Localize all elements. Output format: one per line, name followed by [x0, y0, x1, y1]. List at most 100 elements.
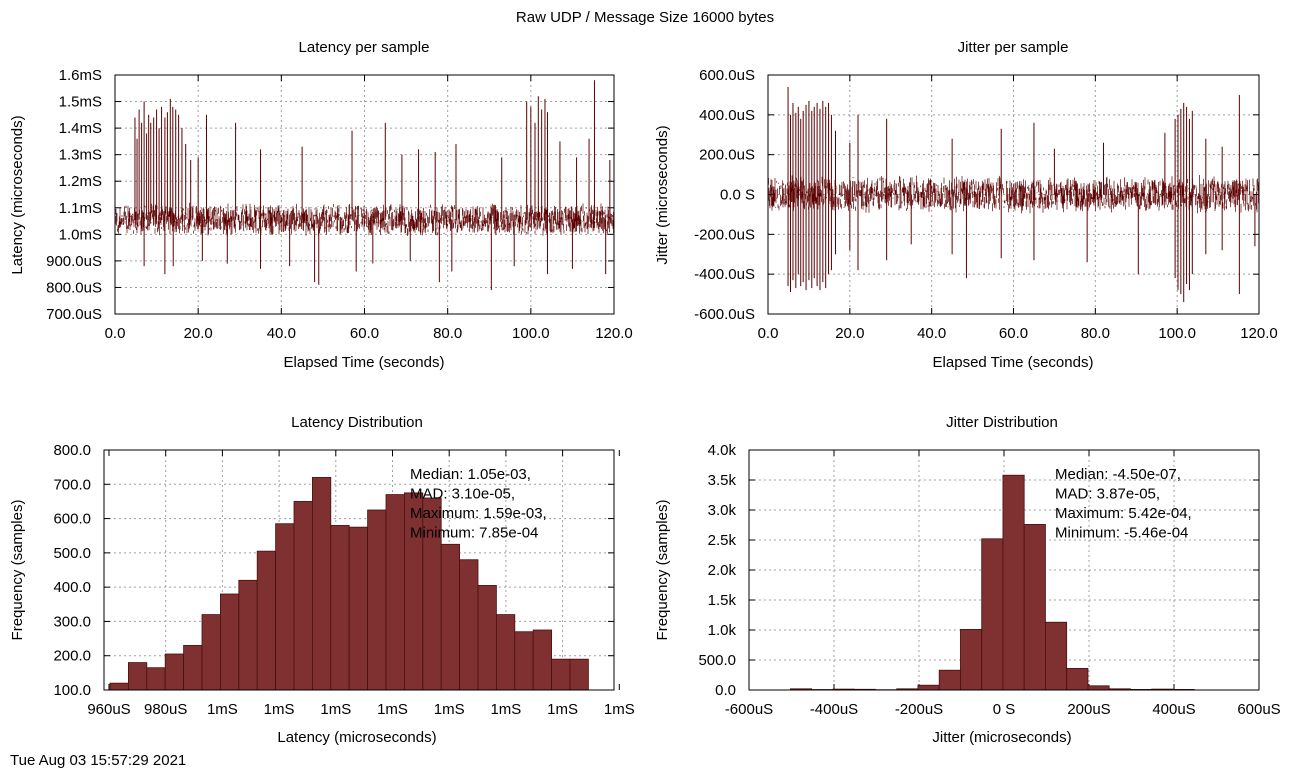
y-tick-label: 500.0: [53, 545, 91, 562]
x-tick-label: 120.0: [1240, 325, 1278, 342]
x-tick-label: 1mS: [547, 701, 578, 718]
histogram-bar: [164, 653, 184, 691]
histogram-bar: [1023, 524, 1046, 691]
x-tick-label: 120.0: [595, 325, 633, 342]
histogram-bar: [1087, 685, 1110, 691]
y-axis-label: Frequency (samples): [654, 500, 671, 641]
x-tick-label: 0 S: [993, 701, 1016, 718]
histogram-bar: [256, 550, 277, 691]
histogram-bar: [440, 543, 461, 691]
histogram-bar: [201, 614, 221, 691]
plot-frame: [103, 449, 615, 691]
histogram-bar: [1066, 668, 1089, 691]
y-tick-label: 3.0k: [708, 502, 737, 519]
x-tick-label: 0.0: [758, 325, 779, 342]
histogram-bar: [1002, 474, 1025, 691]
y-tick-label: -400.0uS: [694, 266, 755, 283]
chart-title: Jitter per sample: [958, 39, 1069, 56]
y-tick-label: 800.0: [53, 442, 91, 459]
histogram-bar: [917, 684, 940, 691]
x-tick-label: 960uS: [87, 701, 130, 718]
y-tick-label: 800.0uS: [46, 279, 102, 296]
x-tick-label: 1mS: [320, 701, 351, 718]
x-tick-label: 80.0: [1081, 325, 1110, 342]
y-tick-label: 1.4mS: [59, 120, 102, 137]
plot-frame: [767, 74, 1260, 315]
latency-per-sample-chart: Latency per sample Latency (microseconds…: [9, 39, 633, 371]
histogram-bar: [238, 579, 258, 691]
y-tick-label: 2.5k: [708, 532, 737, 549]
y-tick-label: 4.0k: [708, 442, 737, 459]
plot-frame: [748, 449, 1260, 691]
timestamp: Tue Aug 03 15:57:29 2021: [10, 752, 186, 769]
histogram-bar: [109, 682, 129, 691]
jitter-distribution-chart: Jitter Distribution Frequency (samples) …: [654, 414, 1281, 746]
histogram-bar: [183, 645, 203, 691]
x-tick-label: 20.0: [835, 325, 864, 342]
y-axis-label: Frequency (samples): [9, 500, 26, 641]
y-tick-label: 1.3mS: [59, 147, 102, 164]
x-axis-label: Latency (microseconds): [277, 729, 436, 746]
x-tick-label: 0.0: [105, 325, 126, 342]
x-tick-label: 980uS: [144, 701, 187, 718]
stats-annotation: MAD: 3.87e-05,: [1055, 486, 1160, 503]
x-axis-label: Elapsed Time (seconds): [284, 354, 445, 371]
x-tick-label: -600uS: [725, 701, 773, 718]
y-tick-label: 1.0k: [708, 622, 737, 639]
y-axis-label: Jitter (microseconds): [654, 125, 671, 264]
y-tick-label: 700.0: [53, 476, 91, 493]
x-tick-label: 600uS: [1237, 701, 1280, 718]
x-tick-label: 80.0: [433, 325, 462, 342]
y-tick-label: 500.0: [698, 652, 736, 669]
stats-annotation: Median: 1.05e-03,: [410, 466, 531, 483]
y-tick-label: 100.0: [53, 682, 91, 699]
y-tick-label: 3.5k: [708, 472, 737, 489]
y-tick-label: 400.0uS: [699, 107, 755, 124]
y-tick-label: 300.0: [53, 613, 91, 630]
x-tick-label: 1mS: [377, 701, 408, 718]
histogram-bar: [403, 492, 424, 691]
stats-annotation: MAD: 3.10e-05,: [410, 486, 515, 503]
latency-distribution-chart: Latency Distribution Frequency (samples)…: [9, 414, 635, 746]
stats-annotation: Minimum: 7.85e-04: [410, 525, 538, 542]
chart-title: Jitter Distribution: [946, 414, 1058, 431]
x-tick-label: 1mS: [264, 701, 295, 718]
y-tick-label: 1.1mS: [59, 200, 102, 217]
x-tick-label: 1mS: [207, 701, 238, 718]
y-tick-label: 200.0: [53, 648, 91, 665]
x-tick-label: 200uS: [1067, 701, 1110, 718]
y-tick-label: 0.0: [715, 682, 736, 699]
x-tick-label: 400uS: [1152, 701, 1195, 718]
chart-title: Latency per sample: [299, 39, 430, 56]
x-tick-label: 100.0: [512, 325, 550, 342]
x-axis-label: Jitter (microseconds): [932, 729, 1071, 746]
chart-title: Latency Distribution: [291, 414, 423, 431]
x-tick-label: 40.0: [267, 325, 296, 342]
histogram-bar: [569, 658, 589, 691]
y-tick-label: 0.0 S: [720, 187, 755, 204]
histogram-bar: [938, 669, 961, 691]
y-tick-label: 600.0: [53, 511, 91, 528]
y-tick-label: 1.6mS: [59, 67, 102, 84]
plot-frame: [114, 74, 615, 315]
x-tick-label: 1mS: [604, 701, 635, 718]
histogram-bar: [293, 501, 313, 691]
y-tick-label: 1.5mS: [59, 94, 102, 111]
stats-annotation: Minimum: -5.46e-04: [1055, 525, 1188, 542]
histogram-bar: [477, 585, 497, 691]
y-tick-label: 200.0uS: [699, 147, 755, 164]
histogram-bar: [146, 667, 166, 691]
histogram-bar: [459, 559, 479, 691]
y-tick-label: -600.0uS: [694, 306, 755, 323]
jitter-per-sample-chart: Jitter per sample Jitter (microseconds) …: [654, 39, 1278, 371]
y-tick-label: 600.0uS: [699, 67, 755, 84]
histogram-bar: [219, 593, 240, 691]
histogram-bar: [981, 538, 1004, 691]
histogram-bar: [495, 614, 516, 691]
x-tick-label: 1mS: [490, 701, 521, 718]
y-tick-label: 1.5k: [708, 592, 737, 609]
histogram-bar: [127, 662, 148, 691]
x-tick-label: -200uS: [895, 701, 943, 718]
x-tick-label: -400uS: [810, 701, 858, 718]
